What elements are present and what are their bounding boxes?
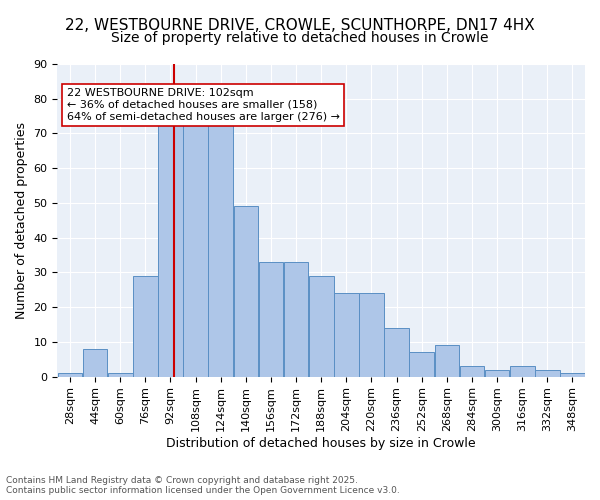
Bar <box>284 262 308 376</box>
Text: Contains HM Land Registry data © Crown copyright and database right 2025.
Contai: Contains HM Land Registry data © Crown c… <box>6 476 400 495</box>
Bar <box>460 366 484 376</box>
Bar <box>560 373 585 376</box>
Bar <box>83 349 107 376</box>
Bar <box>108 373 133 376</box>
Bar <box>58 373 82 376</box>
Bar <box>334 293 359 376</box>
Bar <box>434 346 459 376</box>
Text: Size of property relative to detached houses in Crowle: Size of property relative to detached ho… <box>111 31 489 45</box>
Bar <box>133 276 158 376</box>
Bar <box>384 328 409 376</box>
Bar <box>208 123 233 376</box>
Text: 22 WESTBOURNE DRIVE: 102sqm
← 36% of detached houses are smaller (158)
64% of se: 22 WESTBOURNE DRIVE: 102sqm ← 36% of det… <box>67 88 340 122</box>
Bar <box>359 293 384 376</box>
Bar <box>233 206 258 376</box>
Bar <box>158 116 183 376</box>
Bar <box>309 276 334 376</box>
Bar <box>535 370 560 376</box>
X-axis label: Distribution of detached houses by size in Crowle: Distribution of detached houses by size … <box>166 437 476 450</box>
Bar <box>510 366 535 376</box>
Bar <box>259 262 283 376</box>
Text: 22, WESTBOURNE DRIVE, CROWLE, SCUNTHORPE, DN17 4HX: 22, WESTBOURNE DRIVE, CROWLE, SCUNTHORPE… <box>65 18 535 32</box>
Bar <box>183 112 208 376</box>
Bar <box>485 370 509 376</box>
Y-axis label: Number of detached properties: Number of detached properties <box>15 122 28 319</box>
Bar <box>409 352 434 376</box>
